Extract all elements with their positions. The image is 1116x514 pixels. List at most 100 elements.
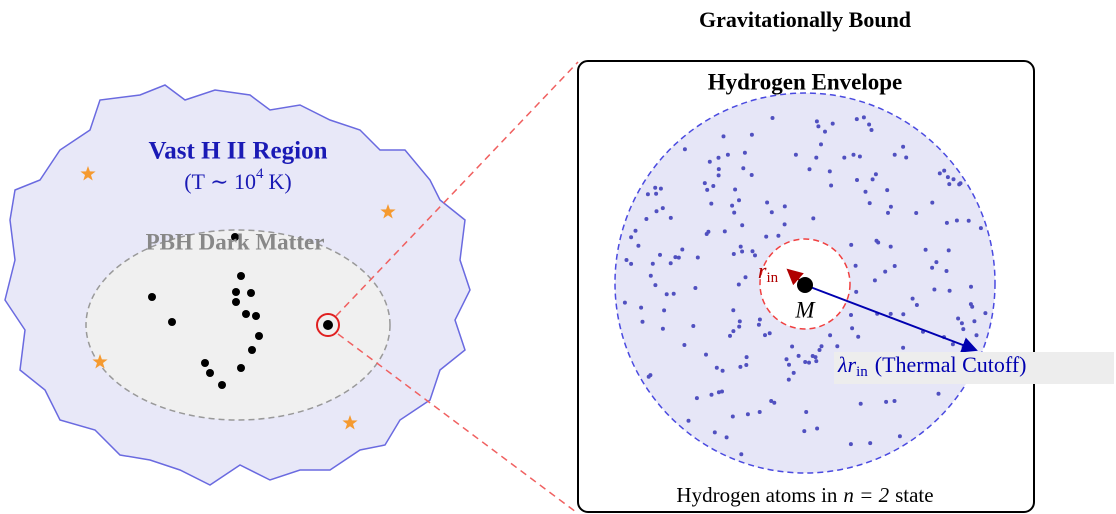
atom [716,173,721,178]
atom [682,147,687,152]
r-symbol: r [758,258,767,283]
atom [897,434,902,439]
atom [811,216,816,221]
atom [835,344,840,349]
atom [851,152,856,157]
atom [886,210,890,215]
atom [867,122,872,127]
atom [937,171,942,176]
atom [660,206,665,211]
atom [829,183,834,188]
mass-label: M [794,297,816,322]
atom [804,410,809,414]
atom [901,345,906,350]
atom [694,396,699,401]
atom [650,261,655,266]
atom [733,187,738,192]
outer-arrow [804,284,978,353]
star [342,415,358,430]
atom [873,172,878,177]
lr-sub: in [856,364,868,380]
atom [956,316,961,321]
atom [802,429,807,434]
atom [658,252,662,257]
atom [724,435,729,440]
atom [888,204,893,209]
atom [731,308,736,313]
atom [745,412,750,417]
temp-base: (T ∼ 10 [184,169,256,194]
atom [814,359,819,364]
atom [884,399,889,404]
pbh-dot [232,288,240,296]
atom [704,352,708,357]
pbh-dot [232,298,240,306]
atom [722,229,727,234]
atom [629,235,634,240]
atom [716,155,721,160]
atom [728,333,732,338]
atom [784,357,789,362]
pbh-dot [148,293,156,301]
atom [769,399,774,403]
star [380,204,396,219]
atom [954,218,959,223]
atom [870,177,875,182]
atoms [622,115,988,457]
atom [743,275,748,280]
pbh-mass [797,277,813,293]
atom [622,300,627,305]
atom [782,204,787,209]
atom [671,291,676,296]
atom [786,377,791,382]
atom [823,129,827,134]
header-title: Gravitationally Bound [699,7,911,32]
caption-bg [584,483,1026,510]
atom [736,282,741,287]
atom [741,166,746,171]
atom [757,317,762,322]
atom [930,200,935,205]
atom [731,329,736,334]
atom [644,217,649,221]
atom [653,283,658,288]
atom [737,324,742,329]
atom [725,152,730,157]
atom [753,253,757,258]
atom [854,117,859,122]
atom [749,132,754,137]
atom [707,159,712,164]
atom [732,210,737,215]
pbh-dot [201,359,209,367]
atom [763,333,767,338]
atom [693,286,698,290]
atom [648,273,653,278]
atom [863,189,868,194]
atom [767,331,772,336]
atom [892,399,897,403]
atom [658,186,663,191]
atom [702,181,707,186]
atom [944,269,949,273]
atom [770,116,775,120]
atom [942,168,947,173]
pbh-dot [237,364,245,372]
atom [749,173,754,177]
pbh-cluster [85,229,391,421]
atom [803,360,808,364]
atom [676,255,681,260]
atom [819,344,824,349]
pbh-dot [231,233,239,241]
pbh-dot [247,289,255,297]
label-bg [834,352,1114,384]
atom [946,248,951,253]
caption: Hydrogen atoms in n = 2 state [676,483,933,507]
pbh-dot [252,312,260,320]
atom [769,210,774,215]
atom [978,226,983,231]
atom [793,152,798,157]
lr-symbol: λr [837,352,857,377]
atom [720,368,725,373]
atom [858,401,863,406]
pbh-dot [168,318,176,326]
